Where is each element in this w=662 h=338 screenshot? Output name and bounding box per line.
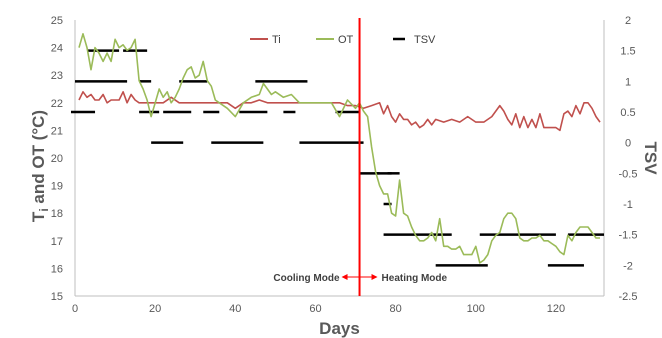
y-right-tick-label: -0.5 (619, 168, 638, 180)
cooling-mode-label: Cooling Mode (273, 273, 340, 284)
y-right-tick-label: -1.5 (619, 230, 638, 242)
y-right-tick-label: -2.5 (619, 291, 638, 303)
legend-tsv-label: TSV (414, 34, 436, 46)
y-right-axis-title: TSV (641, 141, 660, 175)
y-right-tick-label: 0.5 (620, 107, 635, 119)
axes (74, 20, 605, 297)
y-left-tick-label: 23 (51, 70, 63, 82)
y-left-tick-label: 19 (51, 181, 63, 193)
legend-ti-label: Ti (272, 34, 281, 46)
y-right-tick-label: -2 (623, 260, 633, 272)
x-tick-label: 80 (389, 303, 401, 315)
mode-arrow-right-head (371, 274, 378, 280)
y-left-title-sub: i (37, 208, 51, 211)
mode-divider (341, 18, 378, 296)
y-left-tick-label: 21 (51, 125, 63, 137)
y-left-tick-label: 24 (51, 43, 63, 55)
y-left-tick-label: 22 (51, 98, 63, 110)
heating-mode-label: Heating Mode (382, 273, 448, 284)
mode-annotations: Cooling Mode Heating Mode (273, 273, 447, 284)
legend: Ti OT TSV (250, 34, 436, 46)
y-left-tick-label: 16 (51, 263, 63, 275)
tsv-series (70, 49, 604, 267)
x-tick-labels: 0 20 40 60 80 100 120 (72, 303, 565, 315)
y-right-tick-labels: -2.5 -2 -1.5 -1 -0.5 0 0.5 1 1.5 2 (619, 15, 638, 303)
y-left-axis-title: Ti and OT (°C) (29, 110, 51, 222)
ot-line (78, 32, 600, 264)
y-right-tick-label: 0 (625, 138, 631, 150)
y-right-tick-label: 1 (625, 76, 631, 88)
y-right-tick-label: 2 (625, 15, 631, 27)
y-left-tick-label: 15 (51, 291, 63, 303)
mode-arrow-left-head (341, 274, 348, 280)
y-right-tick-label: 1.5 (620, 46, 635, 58)
x-tick-label: 0 (72, 303, 78, 315)
ti-series (78, 91, 601, 132)
y-left-tick-label: 18 (51, 208, 63, 220)
ti-line (78, 91, 601, 132)
x-tick-label: 60 (309, 303, 321, 315)
y-left-tick-labels: 15 16 17 18 19 20 21 22 23 24 25 (51, 15, 63, 303)
ot-series (78, 32, 600, 264)
y-right-tick-label: -1 (623, 199, 633, 211)
y-left-title-main: T (29, 211, 48, 222)
y-left-tick-label: 17 (51, 236, 63, 248)
y-left-tick-label: 20 (51, 153, 63, 165)
x-tick-label: 120 (547, 303, 565, 315)
legend-ot-label: OT (338, 34, 354, 46)
x-tick-label: 20 (149, 303, 161, 315)
x-tick-label: 100 (467, 303, 485, 315)
x-tick-label: 40 (229, 303, 241, 315)
y-left-title-rest: and OT (°C) (29, 110, 48, 208)
x-axis-title: Days (319, 319, 360, 338)
y-left-tick-label: 25 (51, 15, 63, 27)
